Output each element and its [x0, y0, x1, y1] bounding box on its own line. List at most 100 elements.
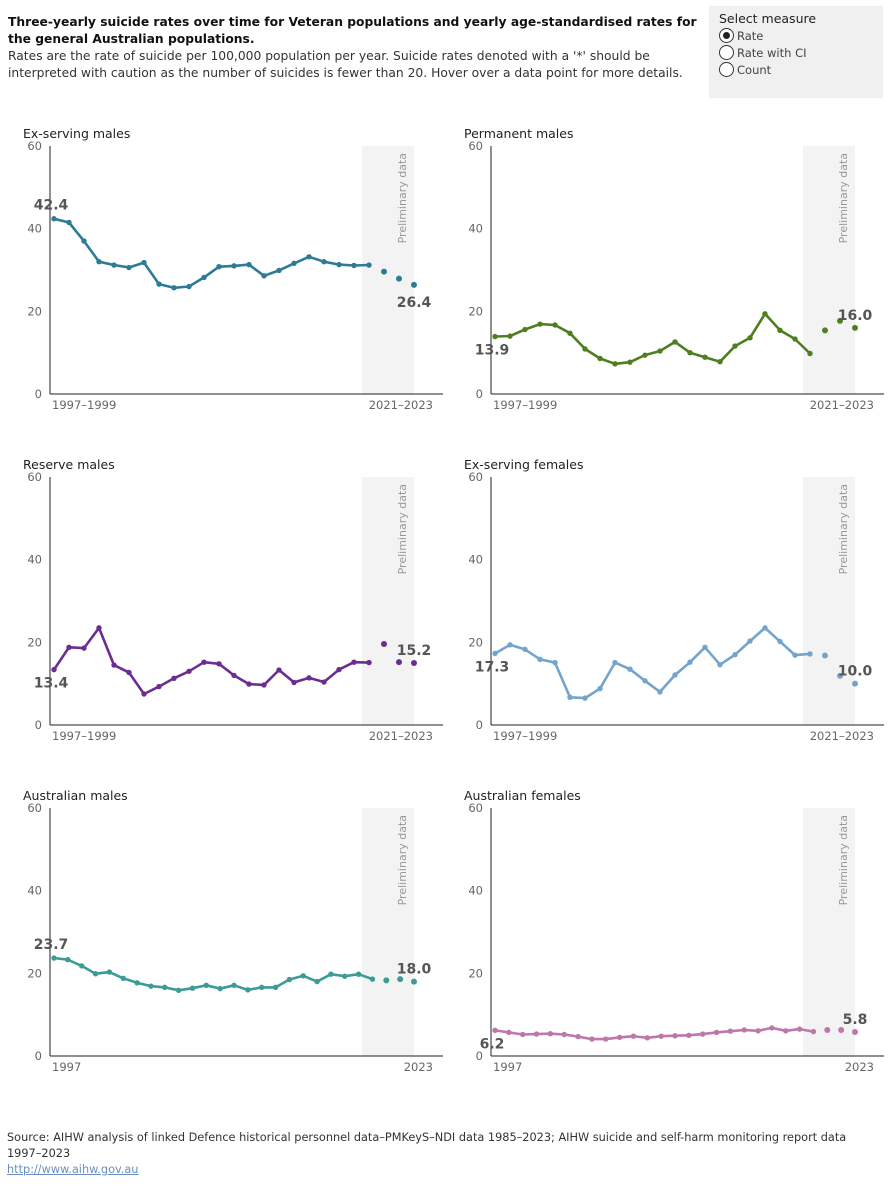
data-point — [702, 354, 708, 360]
preliminary-band — [362, 477, 414, 725]
data-point — [561, 1031, 567, 1038]
data-point — [306, 675, 312, 681]
preliminary-point — [824, 1026, 831, 1033]
data-point — [216, 263, 222, 270]
data-point — [547, 1030, 554, 1037]
x-tick-label-first: 1997 — [52, 1060, 81, 1074]
data-point — [120, 975, 126, 981]
data-point — [300, 973, 306, 979]
data-point — [321, 259, 327, 265]
preliminary-band — [803, 477, 855, 725]
data-point — [92, 971, 99, 977]
aihw-link[interactable]: http://www.aihw.gov.au — [7, 1163, 139, 1176]
data-point — [717, 359, 723, 365]
data-point — [189, 985, 196, 991]
panel-title: Reserve males — [23, 457, 115, 472]
panel-reserve-males: Reserve males Preliminary data 0 20 40 60 199… — [8, 457, 448, 747]
preliminary-point — [381, 640, 387, 647]
chart-title: Three-yearly suicide rates over time for… — [8, 15, 697, 46]
y-tick-label: 20 — [27, 304, 42, 318]
data-point — [702, 644, 708, 650]
data-point — [686, 1032, 692, 1039]
y-tick-label: 0 — [35, 387, 42, 401]
data-point — [567, 694, 573, 701]
data-point — [672, 1033, 678, 1039]
data-point — [355, 971, 362, 977]
data-point — [687, 659, 693, 665]
data-point — [642, 352, 648, 358]
data-point — [51, 955, 57, 961]
data-point — [96, 625, 102, 631]
data-point — [81, 645, 87, 651]
data-point — [672, 339, 678, 345]
data-point — [78, 963, 85, 969]
last-value-label: 18.0 — [397, 962, 432, 978]
measure-selector: Select measure Rate Rate with CI Count — [709, 6, 883, 98]
data-point — [66, 219, 72, 226]
x-tick-label-first: 1997–1999 — [493, 729, 557, 743]
x-tick-label-last: 2021–2023 — [810, 729, 874, 743]
y-tick-label: 40 — [27, 884, 42, 898]
chart-header: Three-yearly suicide rates over time for… — [8, 14, 698, 82]
panel-title: Permanent males — [464, 126, 574, 141]
data-point — [231, 672, 237, 679]
data-point — [321, 679, 327, 685]
data-point — [162, 984, 168, 991]
data-point — [627, 359, 633, 365]
data-point — [537, 656, 543, 662]
data-point — [522, 326, 528, 333]
panel-title: Australian females — [464, 788, 581, 803]
x-tick-label-last: 2021–2023 — [810, 398, 874, 412]
data-point — [171, 675, 177, 681]
data-point — [612, 361, 618, 367]
data-point — [186, 283, 192, 290]
preliminary-point — [411, 660, 417, 666]
y-tick-label: 20 — [468, 966, 483, 980]
data-point — [203, 982, 210, 989]
data-point — [134, 980, 140, 986]
x-tick-label-first: 1997–1999 — [52, 729, 116, 743]
data-point — [148, 983, 154, 989]
panel-ex-serving-females: Ex-serving females Preliminary data 0 20 40… — [449, 457, 889, 747]
data-point — [65, 956, 71, 963]
data-point — [306, 254, 312, 260]
data-point — [552, 322, 558, 328]
data-point — [810, 1028, 817, 1035]
series-line — [52, 626, 370, 696]
y-tick-label: 0 — [476, 1049, 483, 1063]
radio-selected-icon[interactable] — [719, 28, 734, 43]
y-tick-label: 60 — [468, 801, 483, 815]
measure-option-rate[interactable]: Rate — [719, 27, 873, 44]
y-tick-label: 20 — [27, 966, 42, 980]
line-chart: Preliminary data 0 20 40 60 1997 2023 23.7 18.0 — [27, 801, 443, 1074]
data-point — [336, 261, 342, 268]
data-point — [582, 695, 588, 701]
data-point — [231, 263, 237, 269]
data-point — [261, 273, 267, 279]
data-point — [762, 311, 768, 317]
first-value-label: 23.7 — [34, 937, 69, 953]
data-point — [630, 1033, 637, 1039]
y-tick-label: 0 — [476, 387, 483, 401]
series-line — [494, 1026, 814, 1041]
data-point — [713, 1029, 720, 1036]
y-tick-label: 40 — [27, 553, 42, 567]
data-point — [644, 1035, 651, 1041]
data-point — [286, 976, 293, 983]
radio-unselected-icon[interactable] — [719, 45, 734, 60]
preliminary-point — [822, 652, 828, 659]
measure-option-count[interactable]: Count — [719, 61, 873, 78]
preliminary-point — [837, 317, 843, 324]
preliminary-label: Preliminary data — [396, 484, 409, 574]
data-point — [492, 1027, 498, 1034]
y-tick-label: 40 — [27, 222, 42, 236]
radio-unselected-icon[interactable] — [719, 62, 734, 77]
panel-title: Ex-serving females — [464, 457, 584, 472]
preliminary-band — [362, 808, 414, 1056]
first-value-label: 6.2 — [480, 1036, 505, 1052]
data-point — [792, 652, 798, 658]
x-tick-label-last: 2021–2023 — [369, 729, 433, 743]
data-point — [533, 1031, 540, 1037]
data-point — [507, 642, 513, 648]
measure-option-rate-with-ci[interactable]: Rate with CI — [719, 44, 873, 61]
